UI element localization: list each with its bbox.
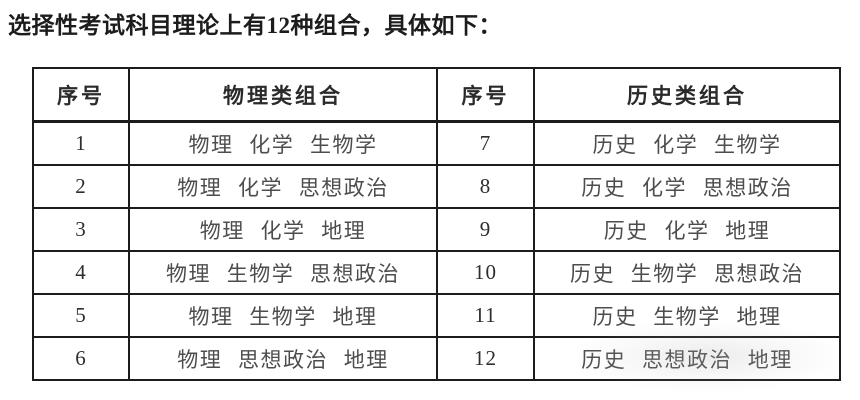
serial-cell: 8 (436, 164, 535, 209)
combo-cell: 历史 思想政治 地理 (533, 336, 841, 381)
header-serial-right: 序号 (436, 67, 535, 123)
table-row: 5 物理 生物学 地理 11 历史 生物学 地理 (32, 293, 841, 338)
table-row: 3 物理 化学 地理 9 历史 化学 地理 (32, 207, 841, 252)
combo-cell: 历史 化学 地理 (533, 207, 841, 252)
header-history-group: 历史类组合 (533, 67, 841, 123)
combo-cell: 历史 化学 生物学 (533, 120, 841, 166)
combo-cell: 历史 生物学 地理 (533, 293, 841, 338)
subject-combination-table: 序号 物理类组合 序号 历史类组合 1 物理 化学 生物学 7 历史 化学 生物… (32, 67, 841, 381)
serial-cell: 9 (436, 207, 535, 252)
combo-cell: 历史 生物学 思想政治 (533, 250, 841, 295)
serial-cell: 10 (436, 250, 535, 295)
serial-cell: 12 (436, 336, 535, 381)
combo-cell: 物理 化学 思想政治 (128, 164, 438, 209)
combo-cell: 物理 生物学 地理 (128, 293, 438, 338)
serial-cell: 6 (32, 336, 130, 381)
combo-cell: 物理 生物学 思想政治 (128, 250, 438, 295)
serial-cell: 7 (436, 120, 535, 166)
table-row: 1 物理 化学 生物学 7 历史 化学 生物学 (32, 120, 841, 166)
combo-cell: 物理 化学 生物学 (128, 120, 438, 166)
table-row: 4 物理 生物学 思想政治 10 历史 生物学 思想政治 (32, 250, 841, 295)
serial-cell: 3 (32, 207, 130, 252)
combo-cell: 物理 化学 地理 (128, 207, 438, 252)
combo-cell: 物理 思想政治 地理 (128, 336, 438, 381)
serial-cell: 2 (32, 164, 130, 209)
serial-cell: 5 (32, 293, 130, 338)
table-row: 2 物理 化学 思想政治 8 历史 化学 思想政治 (32, 164, 841, 209)
table-header-row: 序号 物理类组合 序号 历史类组合 (32, 67, 841, 123)
table-row: 6 物理 思想政治 地理 12 历史 思想政治 地理 (32, 336, 841, 381)
serial-cell: 4 (32, 250, 130, 295)
page-title: 选择性考试科目理论上有12种组合，具体如下： (8, 13, 502, 38)
combo-cell: 历史 化学 思想政治 (533, 164, 841, 209)
header-physics-group: 物理类组合 (128, 67, 438, 123)
serial-cell: 1 (32, 120, 130, 166)
serial-cell: 11 (436, 293, 535, 338)
header-serial-left: 序号 (32, 67, 130, 123)
